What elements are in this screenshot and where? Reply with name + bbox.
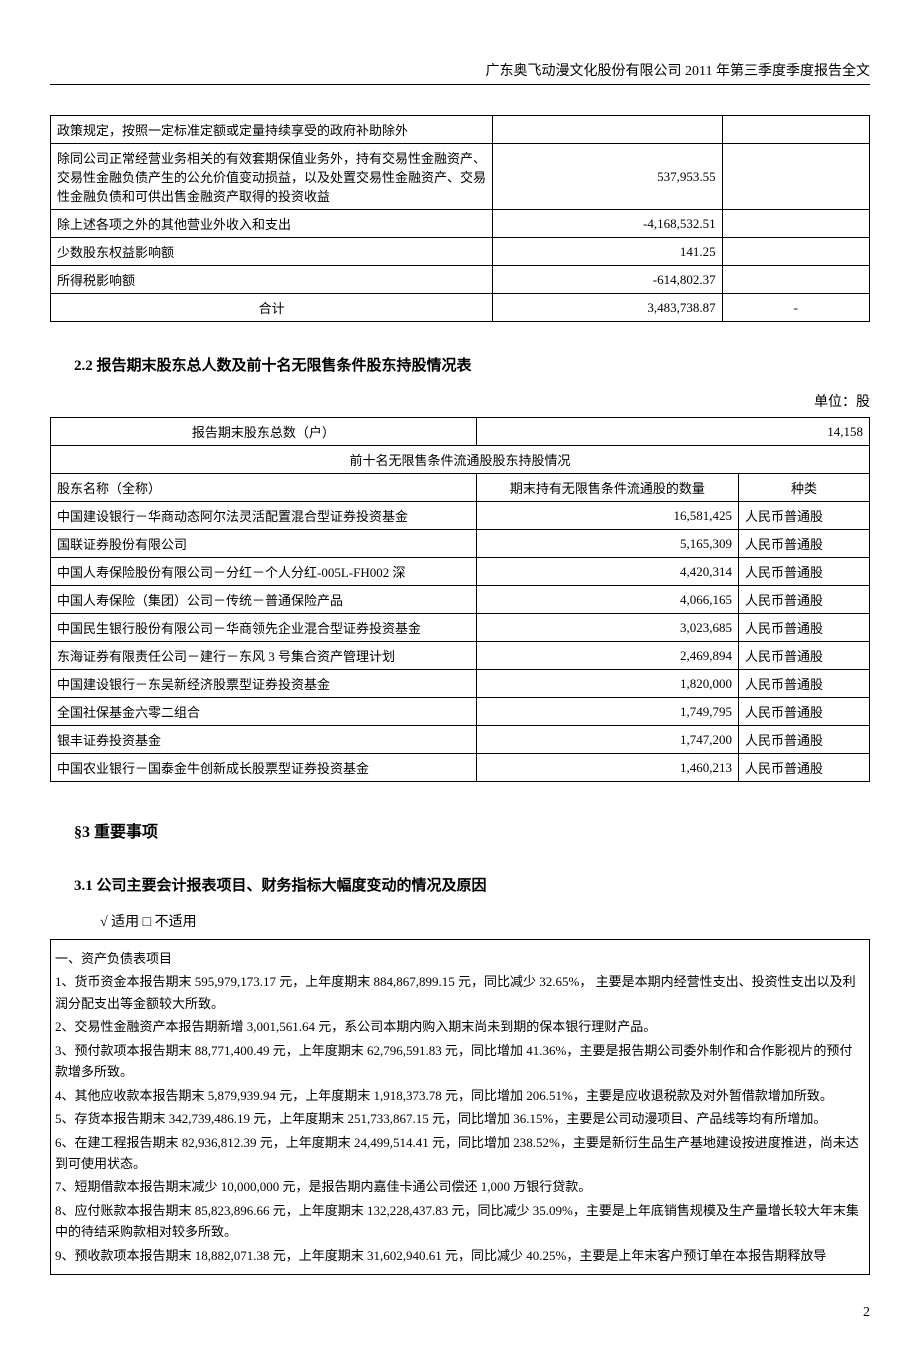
applicable-checkbox-text: √ 适用 □ 不适用	[100, 911, 870, 931]
section-3-1-title: 3.1 公司主要会计报表项目、财务指标大幅度变动的情况及原因	[74, 874, 870, 895]
share-type: 人民币普通股	[738, 642, 869, 670]
total-shareholders-label: 报告期末股东总数（户）	[51, 418, 477, 446]
item-description: 除上述各项之外的其他营业外收入和支出	[51, 210, 493, 238]
col-shares-qty: 期末持有无限售条件流通股的数量	[476, 474, 738, 502]
notes-box: 一、资产负债表项目 1、货币资金本报告期末 595,979,173.17 元，上…	[50, 939, 870, 1275]
item-note	[722, 210, 869, 238]
share-type: 人民币普通股	[738, 530, 869, 558]
table-row: 中国建设银行－华商动态阿尔法灵活配置混合型证券投资基金16,581,425人民币…	[51, 502, 870, 530]
shareholder-name: 中国建设银行－东吴新经济股票型证券投资基金	[51, 670, 477, 698]
share-type: 人民币普通股	[738, 754, 869, 782]
total-label: 合计	[51, 294, 493, 322]
section-2-2-title: 2.2 报告期末股东总人数及前十名无限售条件股东持股情况表	[74, 354, 870, 375]
top-shareholders-table: 报告期末股东总数（户） 14,158 前十名无限售条件流通股股东持股情况 股东名…	[50, 417, 870, 782]
shares-quantity: 1,820,000	[476, 670, 738, 698]
shareholder-name: 中国人寿保险股份有限公司－分红－个人分红-005L-FH002 深	[51, 558, 477, 586]
share-type: 人民币普通股	[738, 726, 869, 754]
note-item: 8、应付账款本报告期末 85,823,896.66 元，上年度期末 132,22…	[55, 1200, 865, 1243]
table-total-row: 合计3,483,738.87-	[51, 294, 870, 322]
shareholder-name: 东海证券有限责任公司－建行－东风 3 号集合资产管理计划	[51, 642, 477, 670]
item-value: 141.25	[493, 238, 722, 266]
item-value	[493, 116, 722, 144]
col-shareholder-name: 股东名称（全称）	[51, 474, 477, 502]
note-item: 6、在建工程报告期末 82,936,812.39 元，上年度期末 24,499,…	[55, 1132, 865, 1175]
item-description: 除同公司正常经营业务相关的有效套期保值业务外，持有交易性金融资产、交易性金融负债…	[51, 144, 493, 210]
note-item: 7、短期借款本报告期末减少 10,000,000 元，是报告期内嘉佳卡通公司偿还…	[55, 1176, 865, 1197]
share-type: 人民币普通股	[738, 614, 869, 642]
table-row: 中国建设银行－东吴新经济股票型证券投资基金1,820,000人民币普通股	[51, 670, 870, 698]
note-item: 5、存货本报告期末 342,739,486.19 元，上年度期末 251,733…	[55, 1108, 865, 1129]
table-row: 国联证券股份有限公司5,165,309人民币普通股	[51, 530, 870, 558]
item-note	[722, 266, 869, 294]
shareholder-name: 中国人寿保险（集团）公司－传统－普通保险产品	[51, 586, 477, 614]
item-description: 政策规定，按照一定标准定额或定量持续享受的政府补助除外	[51, 116, 493, 144]
shares-quantity: 16,581,425	[476, 502, 738, 530]
section-3-title: §3 重要事项	[74, 818, 870, 842]
total-shareholders-value: 14,158	[476, 418, 869, 446]
shareholder-name: 银丰证券投资基金	[51, 726, 477, 754]
table-row: 东海证券有限责任公司－建行－东风 3 号集合资产管理计划2,469,894人民币…	[51, 642, 870, 670]
item-note	[722, 116, 869, 144]
page-header: 广东奥飞动漫文化股份有限公司 2011 年第三季度季度报告全文	[50, 60, 870, 85]
nonrecurring-items-table: 政策规定，按照一定标准定额或定量持续享受的政府补助除外除同公司正常经营业务相关的…	[50, 115, 870, 322]
note-item: 4、其他应收款本报告期末 5,879,939.94 元，上年度期末 1,918,…	[55, 1085, 865, 1106]
top10-subheader: 前十名无限售条件流通股股东持股情况	[51, 446, 870, 474]
unit-shares-label: 单位：股	[50, 391, 870, 411]
item-value: -4,168,532.51	[493, 210, 722, 238]
table-row: 除上述各项之外的其他营业外收入和支出-4,168,532.51	[51, 210, 870, 238]
shareholder-name: 全国社保基金六零二组合	[51, 698, 477, 726]
shareholder-name: 国联证券股份有限公司	[51, 530, 477, 558]
item-note	[722, 144, 869, 210]
notes-heading: 一、资产负债表项目	[55, 948, 865, 969]
page-number: 2	[50, 1305, 870, 1321]
shares-quantity: 1,460,213	[476, 754, 738, 782]
share-type: 人民币普通股	[738, 502, 869, 530]
share-type: 人民币普通股	[738, 586, 869, 614]
table-row: 中国人寿保险（集团）公司－传统－普通保险产品4,066,165人民币普通股	[51, 586, 870, 614]
table-row: 中国人寿保险股份有限公司－分红－个人分红-005L-FH002 深4,420,3…	[51, 558, 870, 586]
note-item: 3、预付款项本报告期末 88,771,400.49 元，上年度期末 62,796…	[55, 1040, 865, 1083]
shareholder-name: 中国农业银行－国泰金牛创新成长股票型证券投资基金	[51, 754, 477, 782]
table-row: 少数股东权益影响额141.25	[51, 238, 870, 266]
total-note: -	[722, 294, 869, 322]
note-item: 9、预收款项本报告期末 18,882,071.38 元，上年度期末 31,602…	[55, 1245, 865, 1266]
shares-quantity: 4,420,314	[476, 558, 738, 586]
table-row: 中国农业银行－国泰金牛创新成长股票型证券投资基金1,460,213人民币普通股	[51, 754, 870, 782]
item-note	[722, 238, 869, 266]
shareholder-name: 中国建设银行－华商动态阿尔法灵活配置混合型证券投资基金	[51, 502, 477, 530]
share-type: 人民币普通股	[738, 698, 869, 726]
shares-quantity: 3,023,685	[476, 614, 738, 642]
table-row: 所得税影响额-614,802.37	[51, 266, 870, 294]
table-row: 全国社保基金六零二组合1,749,795人民币普通股	[51, 698, 870, 726]
shareholder-name: 中国民生银行股份有限公司－华商领先企业混合型证券投资基金	[51, 614, 477, 642]
table-row: 银丰证券投资基金1,747,200人民币普通股	[51, 726, 870, 754]
total-value: 3,483,738.87	[493, 294, 722, 322]
item-description: 所得税影响额	[51, 266, 493, 294]
share-type: 人民币普通股	[738, 670, 869, 698]
shares-quantity: 4,066,165	[476, 586, 738, 614]
item-value: 537,953.55	[493, 144, 722, 210]
shares-quantity: 5,165,309	[476, 530, 738, 558]
item-description: 少数股东权益影响额	[51, 238, 493, 266]
table-row: 中国民生银行股份有限公司－华商领先企业混合型证券投资基金3,023,685人民币…	[51, 614, 870, 642]
shares-quantity: 1,747,200	[476, 726, 738, 754]
col-share-type: 种类	[738, 474, 869, 502]
table-row: 政策规定，按照一定标准定额或定量持续享受的政府补助除外	[51, 116, 870, 144]
shares-quantity: 1,749,795	[476, 698, 738, 726]
share-type: 人民币普通股	[738, 558, 869, 586]
note-item: 2、交易性金融资产本报告期新增 3,001,561.64 元，系公司本期内购入期…	[55, 1016, 865, 1037]
shares-quantity: 2,469,894	[476, 642, 738, 670]
note-item: 1、货币资金本报告期末 595,979,173.17 元，上年度期末 884,8…	[55, 971, 865, 1014]
item-value: -614,802.37	[493, 266, 722, 294]
table-row: 除同公司正常经营业务相关的有效套期保值业务外，持有交易性金融资产、交易性金融负债…	[51, 144, 870, 210]
